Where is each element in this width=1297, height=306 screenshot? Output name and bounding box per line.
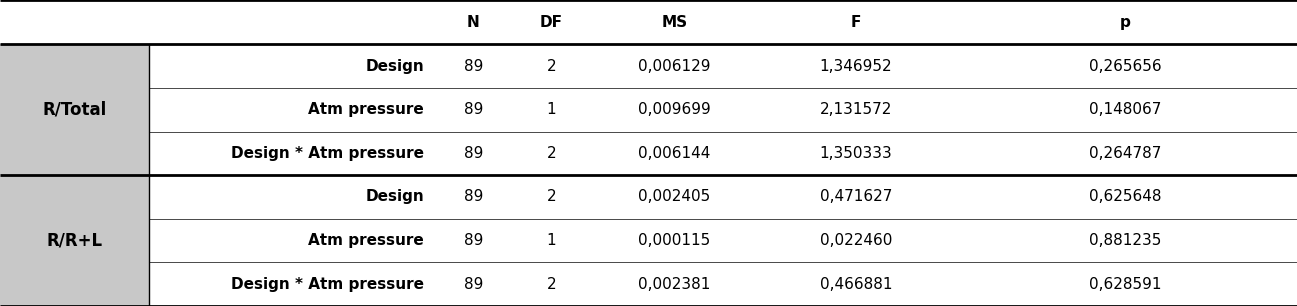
Text: 0,628591: 0,628591 (1089, 277, 1161, 292)
Text: R/Total: R/Total (43, 101, 106, 119)
Text: 0,002381: 0,002381 (638, 277, 711, 292)
Text: 89: 89 (464, 277, 482, 292)
Text: 1: 1 (546, 102, 556, 117)
Text: 0,006144: 0,006144 (638, 146, 711, 161)
Text: 1: 1 (546, 233, 556, 248)
Text: 0,002405: 0,002405 (638, 189, 711, 204)
Text: 1,350333: 1,350333 (820, 146, 892, 161)
Text: 0,006129: 0,006129 (638, 59, 711, 74)
Text: 0,009699: 0,009699 (638, 102, 711, 117)
Text: R/R+L: R/R+L (47, 232, 102, 250)
Bar (0, 88, 149, 132)
Text: 0,265656: 0,265656 (1089, 59, 1161, 74)
Text: MS: MS (661, 15, 687, 30)
Text: 0,471627: 0,471627 (820, 189, 892, 204)
Text: N: N (467, 15, 480, 30)
Bar (0, 219, 149, 262)
Text: Atm pressure: Atm pressure (309, 102, 424, 117)
Text: Design: Design (366, 189, 424, 204)
Text: p: p (1119, 15, 1131, 30)
Text: Atm pressure: Atm pressure (309, 233, 424, 248)
Text: DF: DF (540, 15, 563, 30)
Text: Design * Atm pressure: Design * Atm pressure (231, 277, 424, 292)
Text: Design * Atm pressure: Design * Atm pressure (231, 146, 424, 161)
Text: 89: 89 (464, 146, 482, 161)
Bar (0, 175, 149, 219)
Text: 2,131572: 2,131572 (820, 102, 892, 117)
Text: 89: 89 (464, 189, 482, 204)
Text: F: F (851, 15, 861, 30)
Text: 0,022460: 0,022460 (820, 233, 892, 248)
Text: Design: Design (366, 59, 424, 74)
Text: 0,466881: 0,466881 (820, 277, 892, 292)
Text: 0,000115: 0,000115 (638, 233, 711, 248)
Text: 89: 89 (464, 59, 482, 74)
Text: 2: 2 (546, 189, 556, 204)
Text: 2: 2 (546, 59, 556, 74)
Bar (0, 44, 149, 88)
Text: 89: 89 (464, 233, 482, 248)
Text: 0,625648: 0,625648 (1089, 189, 1161, 204)
Text: 0,881235: 0,881235 (1089, 233, 1161, 248)
Text: 89: 89 (464, 102, 482, 117)
Text: 0,264787: 0,264787 (1089, 146, 1161, 161)
Text: 1,346952: 1,346952 (820, 59, 892, 74)
Bar (0, 132, 149, 175)
Text: 2: 2 (546, 277, 556, 292)
Text: 0,148067: 0,148067 (1089, 102, 1161, 117)
Bar (0, 263, 149, 306)
Text: 2: 2 (546, 146, 556, 161)
